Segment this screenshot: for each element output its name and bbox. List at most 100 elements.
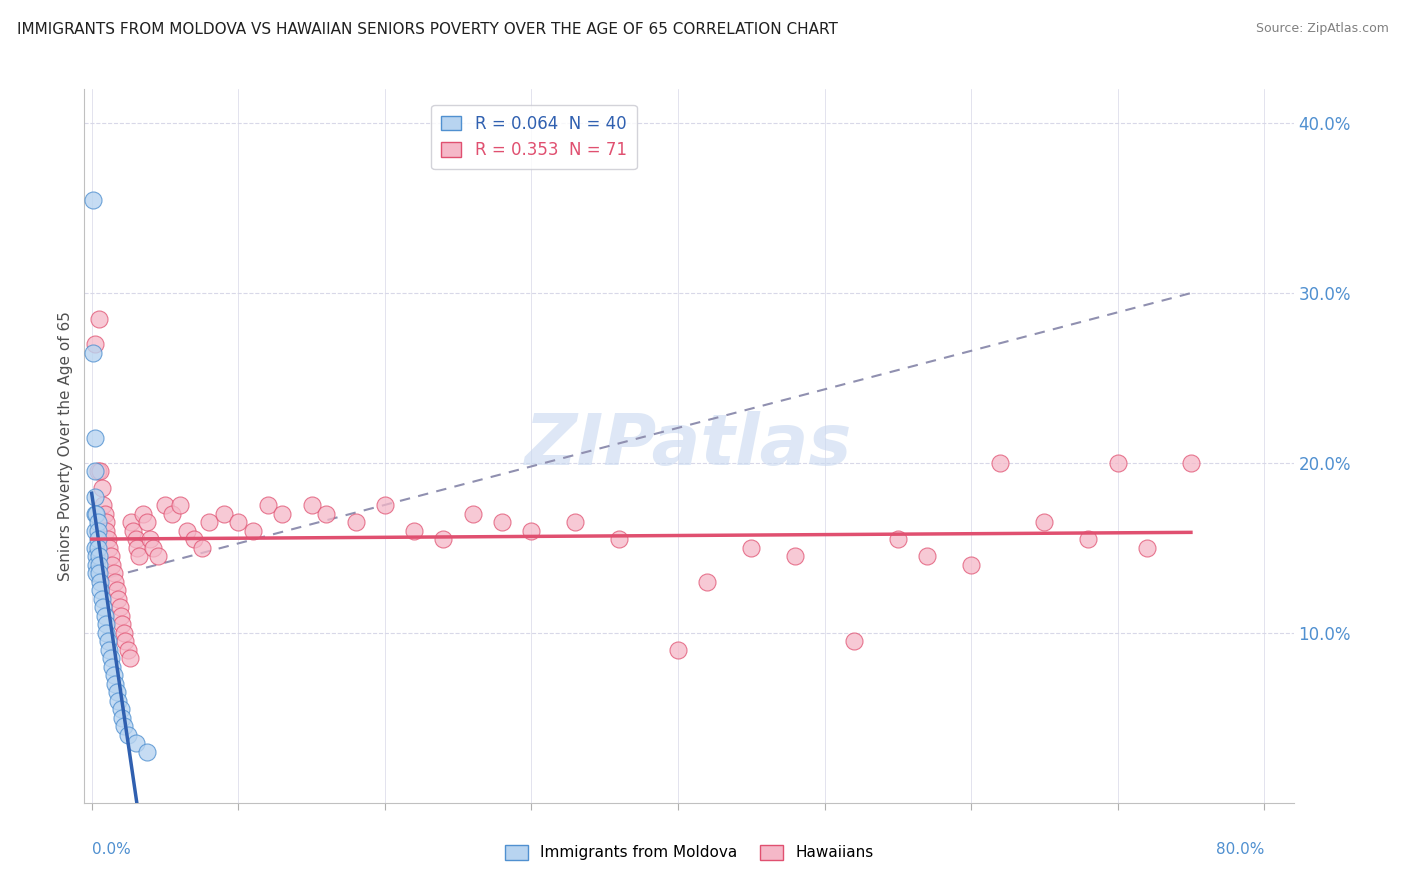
Point xyxy=(84,549,107,564)
Point xyxy=(132,507,155,521)
Point xyxy=(101,558,124,572)
Point xyxy=(520,524,543,538)
Point xyxy=(564,516,586,530)
Point xyxy=(84,507,107,521)
Legend: Immigrants from Moldova, Hawaiians: Immigrants from Moldova, Hawaiians xyxy=(499,838,879,866)
Point xyxy=(96,617,118,632)
Point xyxy=(990,456,1012,470)
Point xyxy=(374,499,396,513)
Point xyxy=(124,533,146,547)
Point xyxy=(242,524,264,538)
Point xyxy=(100,549,122,564)
Point xyxy=(82,193,104,207)
Point xyxy=(666,643,689,657)
Point xyxy=(108,600,131,615)
Point xyxy=(96,524,118,538)
Point xyxy=(83,541,105,555)
Point xyxy=(104,677,127,691)
Point xyxy=(87,566,110,581)
Point xyxy=(139,533,162,547)
Point xyxy=(111,711,134,725)
Point xyxy=(96,626,118,640)
Point xyxy=(86,541,108,555)
Point xyxy=(101,660,124,674)
Point xyxy=(1180,456,1202,470)
Point xyxy=(105,685,128,699)
Y-axis label: Seniors Poverty Over the Age of 65: Seniors Poverty Over the Age of 65 xyxy=(58,311,73,581)
Point xyxy=(104,574,127,589)
Point xyxy=(100,651,122,665)
Point xyxy=(93,499,115,513)
Point xyxy=(121,524,143,538)
Point xyxy=(842,634,865,648)
Point xyxy=(82,345,104,359)
Point xyxy=(256,499,278,513)
Point xyxy=(169,499,191,513)
Point xyxy=(110,608,132,623)
Point xyxy=(97,533,120,547)
Point xyxy=(94,507,117,521)
Point xyxy=(91,591,114,606)
Point xyxy=(107,694,129,708)
Point xyxy=(83,337,105,351)
Text: 0.0%: 0.0% xyxy=(91,842,131,856)
Point xyxy=(86,524,108,538)
Point xyxy=(124,736,146,750)
Point xyxy=(83,465,105,479)
Point xyxy=(301,499,323,513)
Point xyxy=(271,507,294,521)
Point xyxy=(83,507,105,521)
Point xyxy=(87,311,110,326)
Point xyxy=(91,482,114,496)
Point xyxy=(117,643,139,657)
Point xyxy=(103,566,125,581)
Point xyxy=(112,719,135,733)
Point xyxy=(146,549,169,564)
Point xyxy=(94,608,117,623)
Point xyxy=(136,516,159,530)
Point xyxy=(84,558,107,572)
Point xyxy=(86,533,108,547)
Point xyxy=(117,728,139,742)
Point xyxy=(83,524,105,538)
Point xyxy=(87,549,110,564)
Point xyxy=(212,507,235,521)
Point xyxy=(607,533,630,547)
Point xyxy=(83,430,105,444)
Point xyxy=(176,524,198,538)
Point xyxy=(153,499,176,513)
Point xyxy=(128,549,150,564)
Point xyxy=(315,507,337,521)
Point xyxy=(1077,533,1099,547)
Point xyxy=(98,643,121,657)
Point xyxy=(114,634,136,648)
Point xyxy=(887,533,910,547)
Point xyxy=(136,745,159,759)
Text: ZIPatlas: ZIPatlas xyxy=(526,411,852,481)
Point xyxy=(226,516,249,530)
Text: IMMIGRANTS FROM MOLDOVA VS HAWAIIAN SENIORS POVERTY OVER THE AGE OF 65 CORRELATI: IMMIGRANTS FROM MOLDOVA VS HAWAIIAN SENI… xyxy=(17,22,838,37)
Point xyxy=(1033,516,1056,530)
Point xyxy=(785,549,807,564)
Point xyxy=(404,524,426,538)
Point xyxy=(120,516,142,530)
Point xyxy=(83,490,105,504)
Point xyxy=(198,516,221,530)
Point xyxy=(696,574,718,589)
Point xyxy=(110,702,132,716)
Point xyxy=(142,541,165,555)
Point xyxy=(112,626,135,640)
Point xyxy=(1136,541,1159,555)
Point xyxy=(190,541,212,555)
Point xyxy=(118,651,141,665)
Point xyxy=(461,507,484,521)
Point xyxy=(1107,456,1129,470)
Point xyxy=(96,516,118,530)
Point xyxy=(183,533,205,547)
Point xyxy=(960,558,983,572)
Point xyxy=(89,465,111,479)
Point xyxy=(432,533,454,547)
Point xyxy=(491,516,513,530)
Point xyxy=(915,549,938,564)
Point xyxy=(87,558,110,572)
